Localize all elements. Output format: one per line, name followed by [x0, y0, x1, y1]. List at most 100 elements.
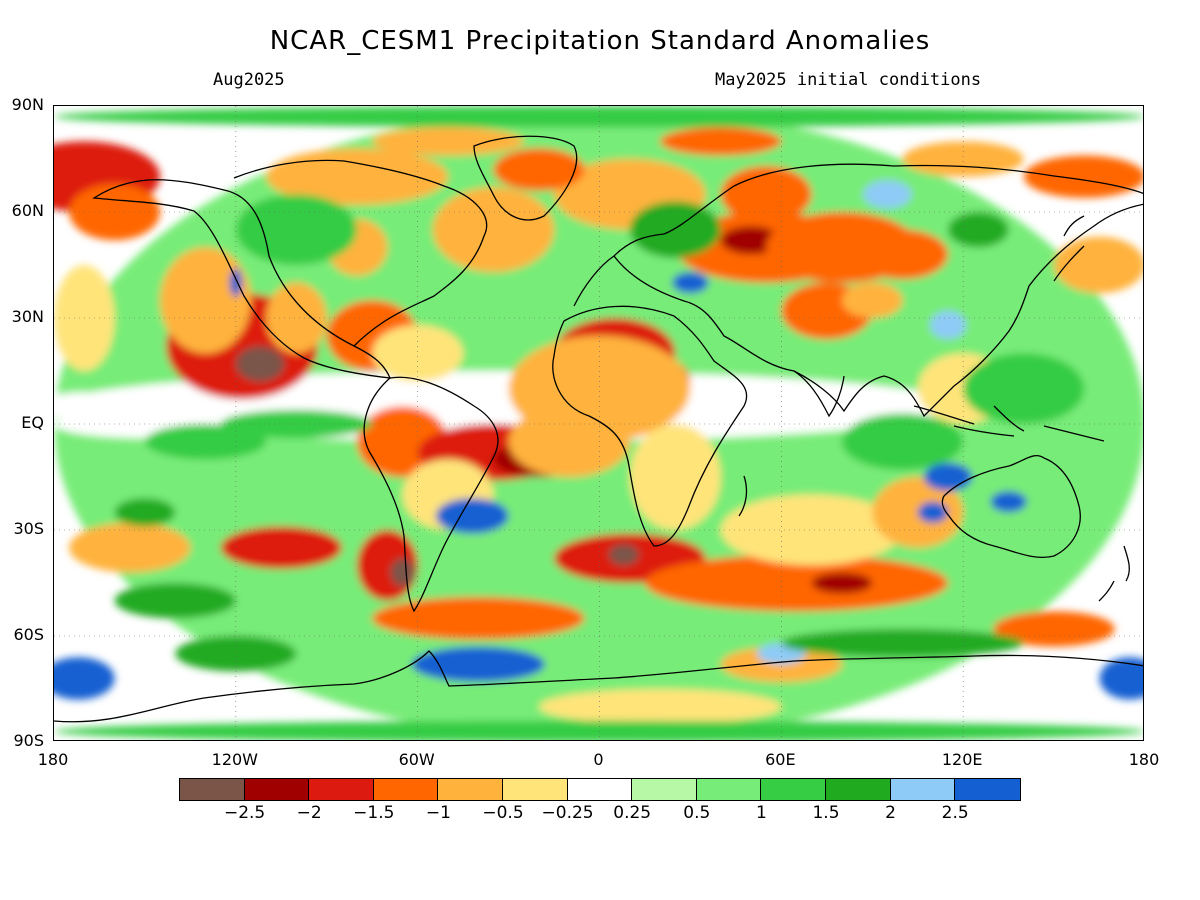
legend-label-11: 2.5 — [941, 803, 969, 823]
coastline-africa — [552, 305, 748, 547]
anomaly-region-31 — [720, 494, 903, 566]
anomaly-region-47 — [538, 689, 782, 725]
anomaly-region-67 — [220, 409, 373, 439]
anomaly-region-62 — [863, 180, 912, 209]
coastline-south-america — [363, 376, 499, 613]
anomaly-region-69 — [841, 413, 964, 470]
coastline-antarctica — [54, 650, 1143, 723]
anomaly-region-74 — [781, 628, 1024, 658]
anomaly-region-17 — [372, 597, 585, 640]
legend-swatch-8 — [696, 779, 762, 800]
anomaly-map — [53, 105, 1144, 741]
anomaly-region-12 — [266, 148, 448, 205]
lat-label-2: 30N — [11, 307, 44, 326]
lon-label-0: 180 — [37, 750, 69, 769]
legend-label-6: 0.25 — [613, 803, 652, 823]
anomaly-region-70 — [629, 201, 721, 258]
anomaly-region-41 — [1023, 155, 1143, 198]
coastline-japan — [1053, 215, 1085, 282]
anomaly-region-60 — [229, 268, 242, 297]
lat-label-0: 90N — [11, 95, 44, 114]
coastline-australia — [941, 454, 1081, 558]
anomaly-region-63 — [929, 310, 967, 340]
lat-label-1: 60N — [11, 201, 44, 220]
initial-conditions-label: May2025 initial conditions — [715, 70, 982, 90]
graticule — [54, 106, 1143, 740]
legend-label-4: −0.5 — [482, 803, 524, 823]
anomaly-region-38 — [720, 166, 812, 223]
anomaly-region-59 — [923, 462, 973, 492]
anomaly-region-75 — [54, 720, 1143, 740]
anomaly-region-53 — [411, 646, 545, 682]
anomaly-region-55 — [1099, 657, 1143, 700]
anomaly-region-5 — [235, 346, 285, 382]
anomaly-region-76 — [54, 106, 1143, 128]
legend-swatch-9 — [761, 779, 826, 800]
anomaly-region-33 — [493, 148, 585, 191]
coastline-greenland — [473, 135, 578, 221]
lon-label-6: 180 — [1128, 750, 1160, 769]
coastline-new-zealand — [1098, 545, 1130, 602]
map-title: NCAR_CESM1 Precipitation Standard Anomal… — [269, 26, 931, 56]
anomaly-region-64 — [948, 212, 1009, 248]
anomaly-region-10 — [372, 325, 464, 382]
legend-swatch-0 — [180, 779, 245, 800]
anomaly-region-58 — [990, 491, 1027, 513]
anomaly-region-77 — [660, 127, 782, 156]
legend-swatch-1 — [244, 779, 310, 800]
anomaly-region-28 — [608, 544, 639, 566]
anomaly-region-20 — [220, 526, 342, 569]
coastline-indonesia — [913, 405, 1105, 442]
anomaly-region-37 — [857, 229, 949, 280]
anomaly-region-26 — [629, 424, 721, 530]
legend-label-8: 1 — [755, 803, 767, 823]
legend-label-0: −2.5 — [223, 803, 266, 823]
anomaly-region-52 — [435, 498, 509, 534]
lon-label-1: 120W — [211, 750, 258, 769]
anomaly-region-8 — [266, 282, 327, 354]
legend-swatch-4 — [438, 779, 503, 800]
coastline-madagascar — [738, 475, 748, 517]
legend-label-5: −0.25 — [541, 803, 594, 823]
lat-label-5: 60S — [13, 625, 44, 644]
anomaly-region-42 — [1054, 236, 1143, 294]
lon-label-3: 0 — [593, 750, 604, 769]
lon-label-2: 60W — [398, 750, 435, 769]
legend-label-3: −1 — [425, 803, 451, 823]
lat-label-6: 90S — [13, 731, 44, 750]
anomaly-region-30 — [811, 572, 873, 594]
anomaly-region-35 — [720, 226, 782, 255]
coastlines — [54, 135, 1143, 723]
coastline-india — [793, 370, 845, 418]
anomaly-region-40 — [841, 282, 903, 318]
anomaly-region-66 — [144, 424, 267, 460]
legend-swatch-5 — [502, 779, 568, 800]
anomaly-region-11 — [432, 187, 555, 273]
anomaly-region-29 — [644, 554, 949, 612]
lon-label-5: 120E — [941, 750, 983, 769]
legend-swatch-12 — [955, 779, 1020, 800]
legend-swatch-7 — [632, 779, 697, 800]
legend-swatch-3 — [373, 779, 439, 800]
anomaly-region-65 — [114, 498, 176, 527]
valid-month-label: Aug2025 — [213, 70, 285, 90]
anomaly-region-78 — [372, 127, 524, 156]
legend-label-1: −2 — [296, 803, 322, 823]
lat-label-3: EQ — [21, 413, 44, 432]
lat-label-4: 30S — [13, 519, 44, 538]
anomaly-region-48 — [69, 522, 191, 573]
legend-swatch-2 — [309, 779, 374, 800]
anomaly-region-45 — [993, 611, 1115, 647]
legend-label-7: 0.5 — [683, 803, 711, 823]
legend-swatch-10 — [825, 779, 891, 800]
legend-label-10: 2 — [885, 803, 896, 823]
anomaly-region-79 — [902, 141, 1024, 177]
legend-swatch-6 — [567, 779, 633, 800]
anomaly-region-54 — [54, 657, 115, 700]
anomaly-region-57 — [917, 501, 949, 523]
anomaly-map-canvas — [54, 106, 1143, 740]
legend-swatch-11 — [890, 779, 956, 800]
anomaly-region-61 — [672, 272, 709, 294]
lon-label-4: 60E — [765, 750, 796, 769]
coastline-eurasia — [573, 163, 1143, 418]
